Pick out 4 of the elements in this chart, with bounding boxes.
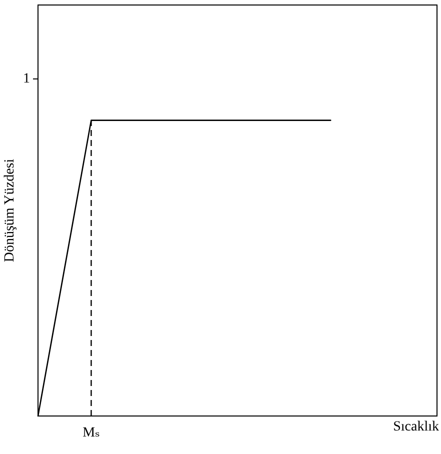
text: 1 [23,71,30,86]
text: Mₛ [82,426,100,440]
x-axis-title: Sıcaklık [393,420,440,434]
y-axis-title: Dönüşüm Yüzdesi [2,158,18,262]
